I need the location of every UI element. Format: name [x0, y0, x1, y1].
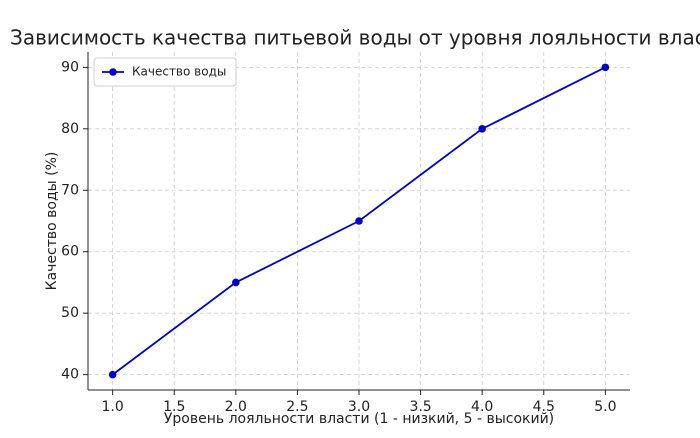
- x-tick-label: 4.0: [471, 399, 493, 415]
- data-point: [355, 217, 363, 225]
- y-tick-label: 40: [61, 367, 79, 383]
- y-tick-label: 70: [61, 182, 79, 198]
- x-tick-label: 4.5: [533, 399, 555, 415]
- y-axis-label: Качество воды (%): [44, 152, 60, 291]
- x-tick-label: 1.5: [163, 399, 185, 415]
- data-point: [108, 370, 117, 379]
- x-tick-label: 1.0: [102, 399, 124, 415]
- y-tick-label: 80: [61, 121, 79, 137]
- y-tick-label: 50: [61, 305, 79, 321]
- x-tick-label: 2.5: [286, 399, 308, 415]
- legend-box: [93, 57, 237, 87]
- legend: Качество воды: [93, 57, 237, 87]
- x-tick-label: 3.5: [409, 399, 431, 415]
- data-point: [232, 278, 240, 287]
- y-tick-label: 90: [61, 59, 79, 75]
- x-tick-label: 3.0: [348, 399, 370, 415]
- legend-label: Качество воды: [132, 65, 226, 79]
- x-axis-label: Уровень лояльности власти (1 - низкий, 5…: [164, 411, 554, 427]
- x-tick-label: 2.0: [225, 399, 247, 415]
- data-point: [601, 63, 610, 72]
- y-tick-label: 60: [61, 244, 79, 260]
- legend-marker: [109, 68, 117, 76]
- x-tick-label: 5.0: [594, 399, 616, 415]
- data-point: [478, 125, 486, 133]
- chart-title: Зависимость качества питьевой воды от ур…: [10, 26, 700, 50]
